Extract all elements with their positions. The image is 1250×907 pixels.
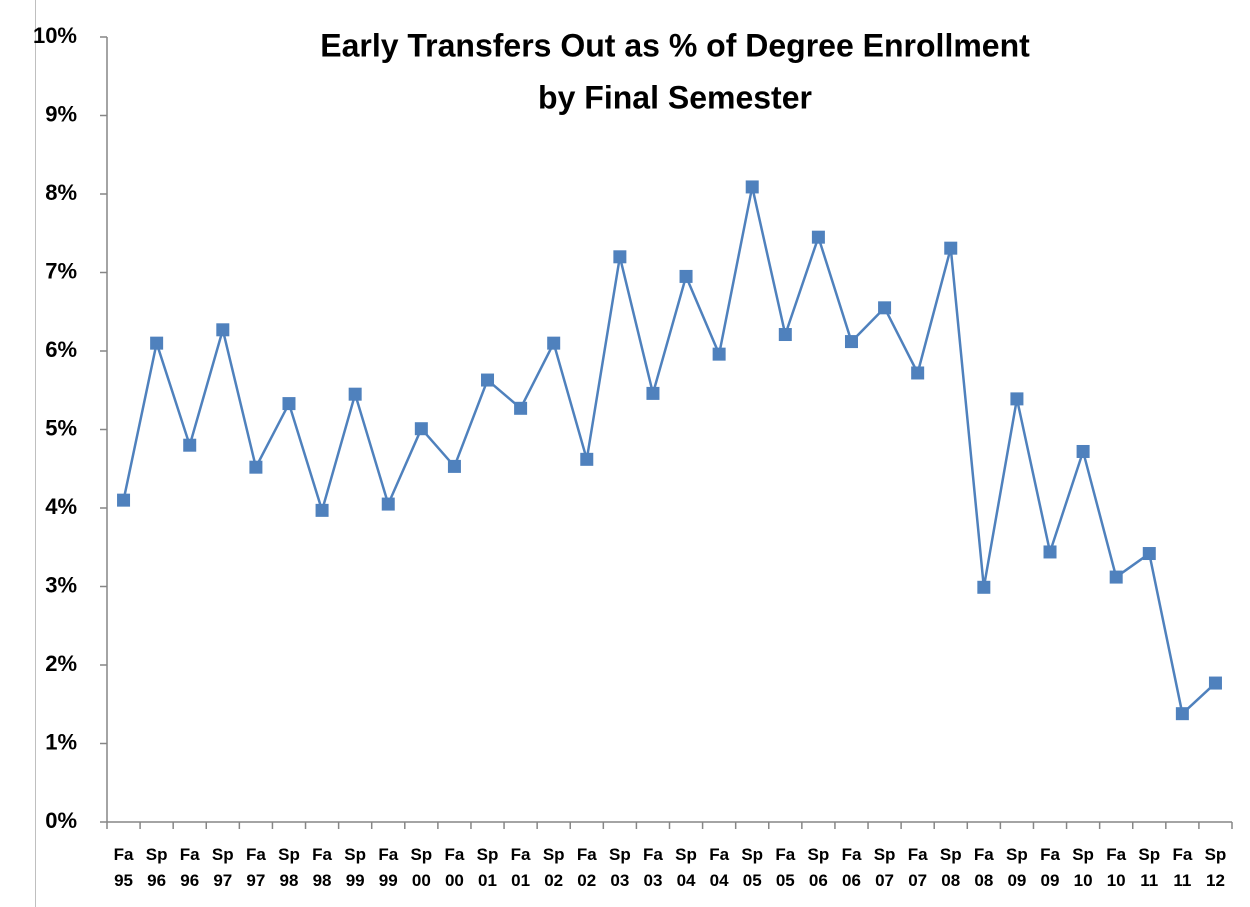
x-tick-label: Fa 05 bbox=[775, 845, 796, 890]
data-marker bbox=[679, 269, 693, 283]
data-marker bbox=[745, 180, 759, 194]
x-tick-label: Fa 07 bbox=[907, 845, 928, 890]
data-marker bbox=[481, 373, 495, 387]
x-tick-label: Sp 02 bbox=[542, 845, 565, 890]
y-tick-label: 3% bbox=[45, 572, 77, 597]
x-tick-label: Fa 03 bbox=[643, 845, 663, 890]
x-tick-label: Sp 08 bbox=[939, 845, 962, 890]
data-marker bbox=[844, 335, 858, 349]
x-tick-label: Fa 06 bbox=[841, 845, 862, 890]
x-tick-label: Fa 02 bbox=[576, 845, 597, 890]
x-tick-label: Fa 04 bbox=[709, 845, 730, 890]
data-marker bbox=[811, 230, 825, 244]
data-marker bbox=[216, 323, 230, 337]
data-marker bbox=[977, 580, 991, 594]
data-marker bbox=[646, 386, 660, 400]
y-tick-label: 4% bbox=[45, 494, 77, 519]
x-tick-label: Sp 98 bbox=[278, 845, 300, 890]
data-marker bbox=[1109, 570, 1123, 584]
x-tick-label: Fa 99 bbox=[378, 845, 399, 890]
data-marker bbox=[249, 460, 263, 474]
data-marker bbox=[1142, 547, 1156, 561]
data-marker bbox=[183, 438, 197, 452]
data-marker bbox=[944, 241, 958, 255]
data-line bbox=[122, 186, 1217, 717]
x-tick-label: Fa 09 bbox=[1040, 845, 1060, 890]
x-tick-label: Sp 04 bbox=[675, 845, 697, 890]
data-marker bbox=[1010, 392, 1024, 406]
data-marker bbox=[580, 452, 594, 466]
x-tick-label: Sp 00 bbox=[410, 845, 433, 890]
data-marker bbox=[414, 422, 428, 436]
data-marker bbox=[1076, 444, 1090, 458]
x-tick-label: Fa 10 bbox=[1106, 845, 1127, 890]
data-marker bbox=[878, 301, 892, 315]
y-tick-label: 7% bbox=[45, 258, 77, 283]
y-tick-label: 1% bbox=[45, 729, 77, 754]
y-tick-label: 5% bbox=[45, 415, 77, 440]
y-tick-label: 2% bbox=[45, 651, 77, 676]
x-tick-label: Sp 97 bbox=[211, 845, 234, 890]
x-tick-label: Sp 06 bbox=[807, 845, 830, 890]
data-marker bbox=[778, 328, 792, 342]
data-marker bbox=[315, 503, 329, 517]
x-tick-label: Sp 11 bbox=[1138, 845, 1161, 890]
x-tick-label: Sp 09 bbox=[1006, 845, 1028, 890]
x-tick-label: Sp 05 bbox=[741, 845, 764, 890]
data-marker bbox=[911, 366, 925, 380]
x-tick-label: Fa 96 bbox=[179, 845, 200, 890]
data-marker bbox=[547, 336, 561, 350]
data-marker bbox=[712, 347, 726, 361]
chart-title: Early Transfers Out as % of Degree Enrol… bbox=[320, 27, 1030, 63]
x-tick-label: Sp 01 bbox=[476, 845, 499, 890]
data-marker bbox=[381, 497, 395, 511]
x-tick-label: Fa 01 bbox=[510, 845, 531, 890]
x-tick-label: Sp 10 bbox=[1072, 845, 1094, 890]
x-tick-label: Sp 99 bbox=[344, 845, 367, 890]
data-marker bbox=[514, 401, 528, 415]
x-tick-label: Fa 98 bbox=[312, 845, 332, 890]
y-tick-label: 0% bbox=[45, 808, 77, 833]
x-tick-label: Fa 08 bbox=[973, 845, 994, 890]
data-marker bbox=[282, 397, 296, 411]
y-tick-label: 10% bbox=[33, 23, 77, 48]
data-marker bbox=[1208, 676, 1222, 690]
data-marker bbox=[150, 336, 164, 350]
y-tick-label: 8% bbox=[45, 180, 77, 205]
x-tick-label: Sp 07 bbox=[873, 845, 896, 890]
data-marker bbox=[348, 387, 362, 401]
x-tick-label: Sp 03 bbox=[608, 845, 631, 890]
chart-title: by Final Semester bbox=[538, 79, 812, 115]
x-tick-label: Fa 95 bbox=[113, 845, 134, 890]
data-marker bbox=[1175, 707, 1189, 721]
data-marker bbox=[613, 250, 627, 264]
y-tick-label: 6% bbox=[45, 337, 77, 362]
x-tick-label: Fa 00 bbox=[444, 845, 465, 890]
data-marker bbox=[447, 459, 461, 473]
data-marker bbox=[117, 493, 131, 507]
x-tick-label: Sp 12 bbox=[1204, 845, 1227, 890]
x-tick-label: Fa 11 bbox=[1172, 845, 1193, 890]
data-marker bbox=[1043, 545, 1057, 559]
y-tick-label: 9% bbox=[45, 101, 77, 126]
x-tick-label: Fa 97 bbox=[245, 845, 266, 890]
x-tick-label: Sp 96 bbox=[145, 845, 168, 890]
